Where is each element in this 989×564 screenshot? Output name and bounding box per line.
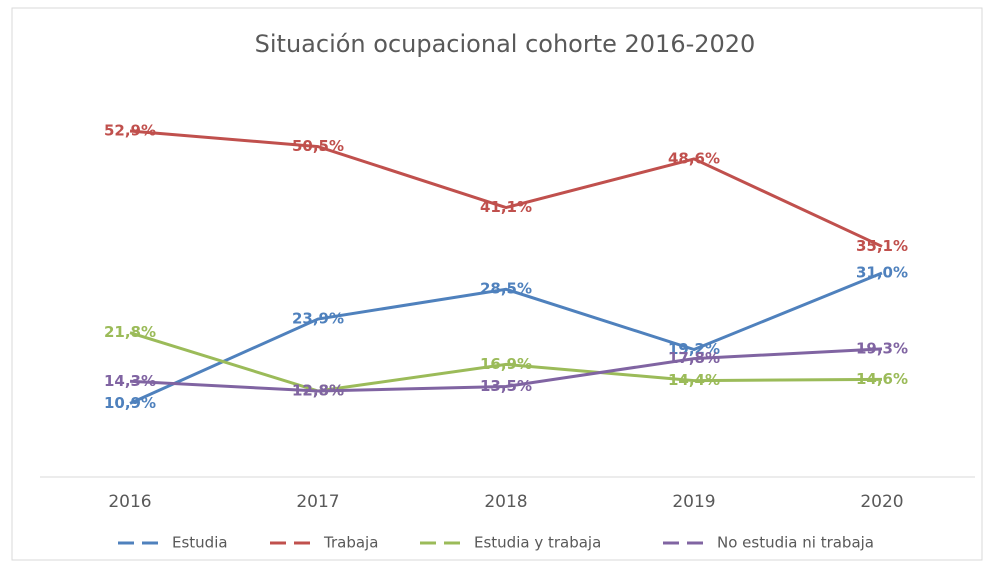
x-tick-label: 2020 — [860, 492, 903, 512]
legend-label: No estudia ni trabaja — [717, 534, 874, 552]
series-line — [129, 271, 883, 405]
data-label: 17,8% — [668, 349, 720, 367]
data-label: 12,8% — [292, 382, 344, 400]
data-label: 52,9% — [104, 122, 156, 140]
legend-label: Estudia — [172, 534, 228, 552]
data-label: 23,9% — [292, 310, 344, 328]
data-label: 21,8% — [104, 323, 156, 341]
data-label: 50,5% — [292, 137, 344, 155]
data-label: 19,3% — [856, 339, 908, 357]
data-label: 19,2% — [668, 340, 720, 358]
series-line — [129, 129, 883, 248]
legend-label: Trabaja — [323, 534, 378, 552]
chart-title: Situación ocupacional cohorte 2016-2020 — [255, 30, 756, 58]
data-label: 10,9% — [104, 394, 156, 412]
x-tick-label: 2018 — [484, 492, 527, 512]
data-label: 28,5% — [480, 280, 532, 298]
data-label: 48,6% — [668, 149, 720, 167]
x-tick-label: 2017 — [296, 492, 339, 512]
legend-label: Estudia y trabaja — [474, 534, 601, 552]
data-label: 14,4% — [668, 371, 720, 389]
x-tick-label: 2016 — [108, 492, 151, 512]
x-tick-label: 2019 — [672, 492, 715, 512]
data-label: 13,5% — [480, 377, 532, 395]
series-line — [129, 347, 883, 393]
data-label: 41,1% — [480, 198, 532, 216]
data-label: 16,9% — [480, 355, 532, 373]
data-label: 35,1% — [856, 237, 908, 255]
series-line — [129, 331, 883, 393]
chart-border — [11, 7, 983, 561]
data-label: 31,0% — [856, 264, 908, 282]
data-label: 14,3% — [104, 372, 156, 390]
data-label: 14,6% — [856, 370, 908, 388]
